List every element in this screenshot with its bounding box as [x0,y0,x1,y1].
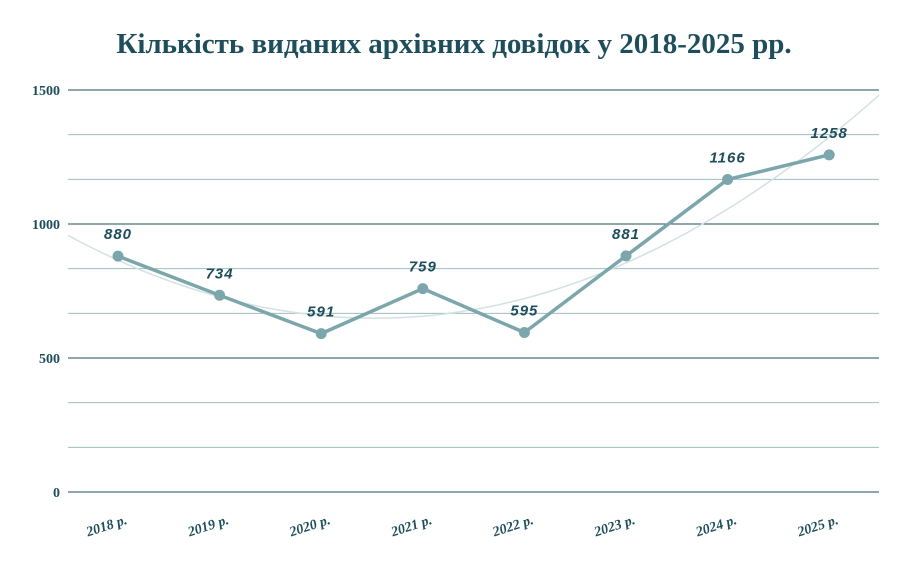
data-label: 759 [409,259,437,276]
x-tick-label: 2023 р. [592,513,638,541]
x-tick-label: 2019 р. [185,513,231,541]
data-point [214,289,226,301]
data-label: 595 [510,303,538,320]
y-tick-label: 0 [53,486,60,501]
x-tick-label: 2025 р. [795,513,841,541]
data-point [722,174,734,186]
x-tick-label: 2022 р. [490,513,536,541]
chart-title: Кількість виданих архівних довідок у 201… [116,28,792,60]
x-tick-label: 2024 р. [693,513,739,541]
data-labels: 880 734 591 759 595 881 1166 1258 [104,125,848,321]
data-point [315,328,327,340]
y-tick-label: 1000 [32,218,60,233]
data-label: 591 [307,304,335,321]
data-point [620,250,632,262]
series-line [117,153,830,336]
y-tick-label: 500 [39,352,60,367]
data-point [518,327,530,339]
x-tick-label: 2018 р. [84,513,130,541]
data-label: 881 [612,226,640,243]
data-label: 1166 [709,150,745,167]
data-label: 880 [104,226,132,243]
x-tick-label: 2020 р. [287,513,333,541]
data-point [417,283,429,295]
y-tick-label: 1500 [32,84,60,99]
series-group [112,149,835,340]
gridlines [68,89,879,493]
x-tick-label: 2021 р. [388,513,434,541]
data-label: 1258 [811,125,848,142]
data-point [112,250,124,262]
data-label: 734 [206,265,234,282]
data-point [823,149,835,161]
axis-labels: 0 500 1000 1500 2018 р. 2019 р. 2020 р. 2021 р.… [32,84,840,541]
